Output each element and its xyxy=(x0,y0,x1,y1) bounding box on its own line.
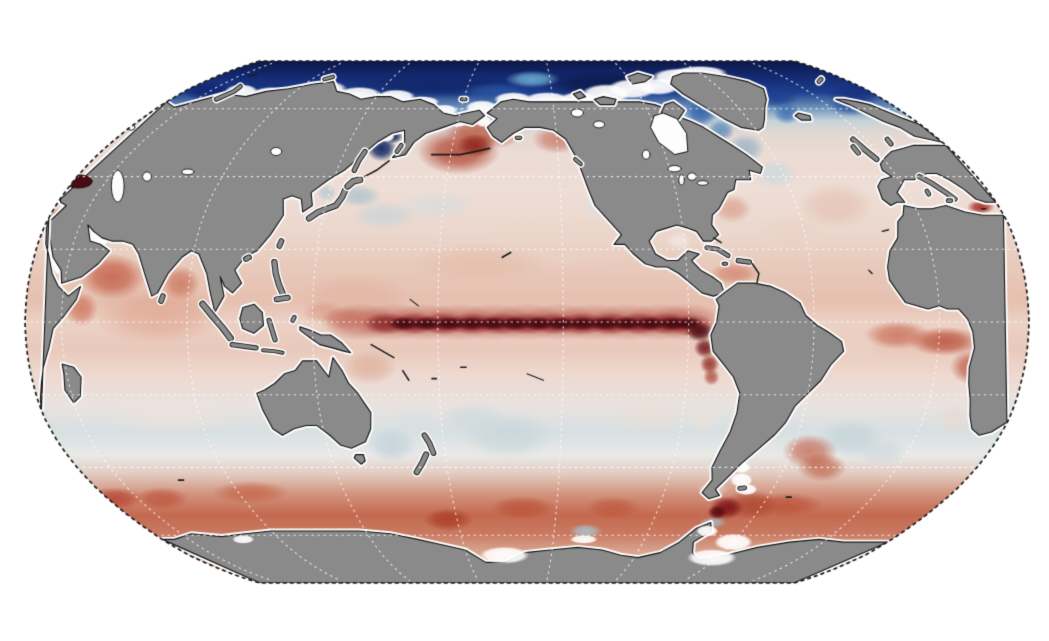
sst-anomaly-map-canvas xyxy=(0,0,1049,641)
screenshot-root xyxy=(0,0,1049,641)
world-sst-anomaly-map xyxy=(0,0,1049,641)
